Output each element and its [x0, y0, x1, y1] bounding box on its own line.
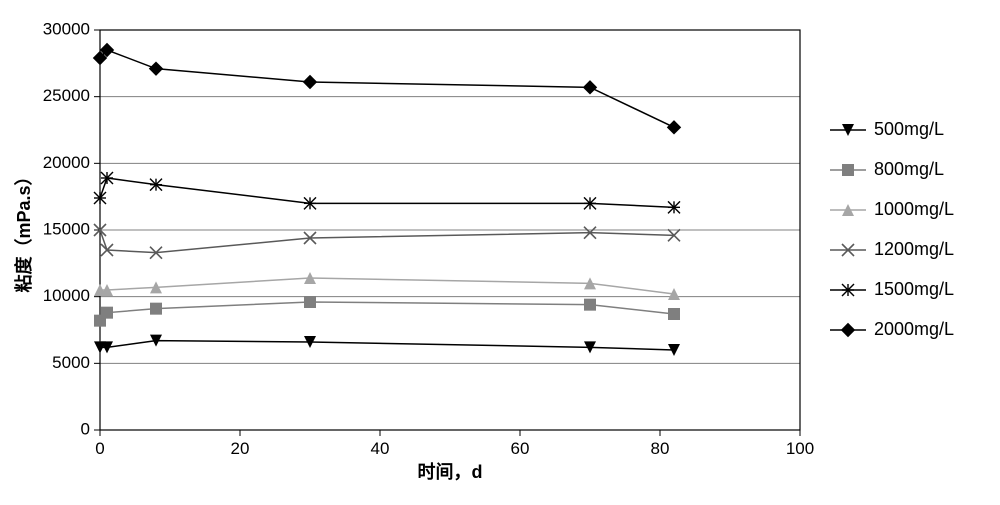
legend-label: 500mg/L [874, 119, 944, 139]
x-tick-label: 20 [231, 439, 250, 458]
y-tick-label: 20000 [43, 153, 90, 172]
y-tick-label: 10000 [43, 286, 90, 305]
legend-label: 1200mg/L [874, 239, 954, 259]
x-tick-label: 60 [511, 439, 530, 458]
y-tick-label: 25000 [43, 86, 90, 105]
legend-label: 2000mg/L [874, 319, 954, 339]
y-axis-label: 粘度（mPa.s） [13, 167, 34, 292]
viscosity-chart: 0 5000 10000 15000 20000 25000 30000 0 20 40 60 80 1… [0, 0, 1000, 505]
x-tick-label: 80 [651, 439, 670, 458]
x-tick-label: 40 [371, 439, 390, 458]
x-axis-label: 时间，d [418, 462, 483, 482]
legend-label: 800mg/L [874, 159, 944, 179]
y-tick-label: 30000 [43, 19, 90, 38]
y-tick-label: 15000 [43, 219, 90, 238]
y-tick-label: 5000 [52, 353, 90, 372]
legend-label: 1000mg/L [874, 199, 954, 219]
x-tick-label: 0 [95, 439, 104, 458]
x-tick-label: 100 [786, 439, 814, 458]
y-tick-label: 0 [81, 419, 90, 438]
legend-label: 1500mg/L [874, 279, 954, 299]
legend: 500mg/L 800mg/L 1000mg/L 1200mg/L 1500mg/L 20… [830, 119, 954, 339]
